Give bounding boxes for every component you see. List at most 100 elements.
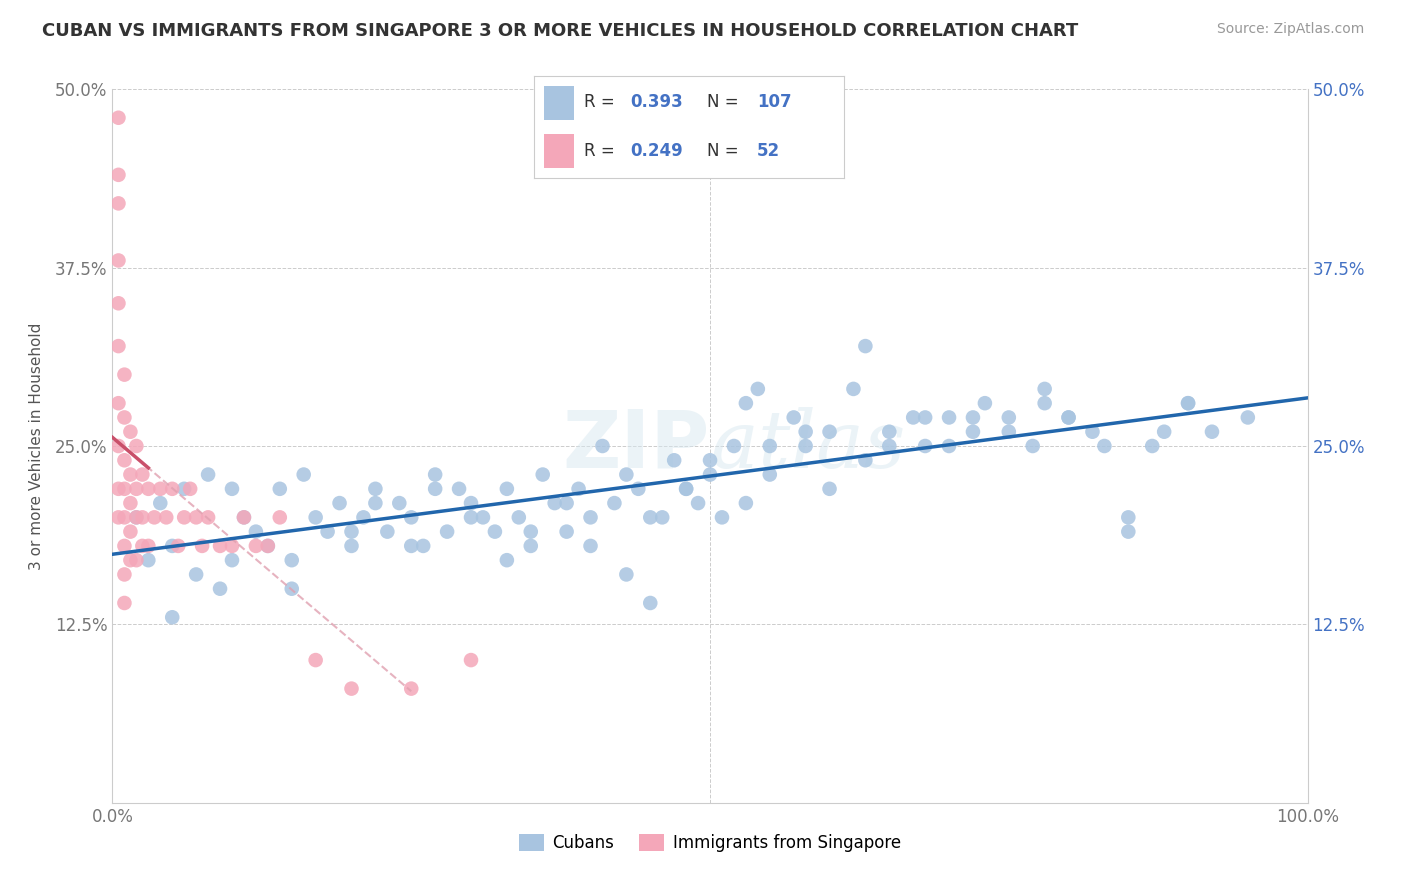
Point — [508, 510, 530, 524]
Point — [352, 510, 374, 524]
Point — [257, 539, 280, 553]
Point — [974, 396, 997, 410]
Point — [675, 482, 697, 496]
Text: N =: N = — [707, 94, 744, 112]
Point — [460, 510, 482, 524]
Point — [794, 439, 817, 453]
Point — [340, 539, 363, 553]
Point — [998, 410, 1021, 425]
Point — [1022, 439, 1045, 453]
Point — [460, 653, 482, 667]
Point — [245, 539, 267, 553]
Point — [125, 510, 148, 524]
Point — [484, 524, 506, 539]
Point — [1201, 425, 1223, 439]
Point — [938, 410, 960, 425]
Point — [579, 539, 602, 553]
Point — [735, 496, 758, 510]
Point — [221, 482, 243, 496]
Point — [520, 539, 543, 553]
Text: R =: R = — [583, 142, 620, 160]
Point — [131, 467, 153, 482]
Point — [879, 439, 901, 453]
Point — [401, 510, 423, 524]
Point — [114, 567, 135, 582]
Point — [496, 553, 519, 567]
Text: atlas: atlas — [710, 408, 905, 484]
Point — [388, 496, 411, 510]
Point — [879, 425, 901, 439]
Point — [305, 653, 328, 667]
Point — [364, 496, 387, 510]
Point — [1142, 439, 1164, 453]
Point — [855, 453, 877, 467]
Point — [1118, 524, 1140, 539]
Text: 52: 52 — [756, 142, 780, 160]
Point — [233, 510, 256, 524]
Point — [107, 111, 129, 125]
Point — [149, 482, 172, 496]
FancyBboxPatch shape — [544, 135, 575, 168]
Point — [155, 510, 177, 524]
Point — [138, 539, 160, 553]
Point — [138, 553, 160, 567]
Point — [257, 539, 280, 553]
Point — [107, 482, 129, 496]
Point — [675, 482, 697, 496]
Point — [269, 510, 291, 524]
Point — [711, 510, 734, 524]
Point — [120, 467, 142, 482]
Point — [592, 439, 614, 453]
Point — [531, 467, 554, 482]
Text: 107: 107 — [756, 94, 792, 112]
Point — [627, 482, 650, 496]
Point — [107, 439, 129, 453]
Point — [1057, 410, 1080, 425]
Point — [120, 425, 142, 439]
FancyBboxPatch shape — [544, 87, 575, 120]
Point — [998, 425, 1021, 439]
Point — [496, 482, 519, 496]
Point — [125, 510, 148, 524]
Point — [281, 553, 304, 567]
Y-axis label: 3 or more Vehicles in Household: 3 or more Vehicles in Household — [30, 322, 44, 570]
Point — [114, 410, 135, 425]
Point — [436, 524, 458, 539]
Text: 0.393: 0.393 — [630, 94, 683, 112]
Point — [759, 439, 782, 453]
Point — [131, 539, 153, 553]
Point — [162, 539, 183, 553]
Point — [269, 482, 291, 496]
Point — [1033, 396, 1056, 410]
Point — [114, 539, 135, 553]
Point — [818, 482, 841, 496]
Point — [412, 539, 434, 553]
Point — [197, 467, 219, 482]
Point — [107, 196, 129, 211]
Point — [340, 681, 363, 696]
Point — [114, 510, 135, 524]
Point — [179, 482, 201, 496]
Point — [162, 610, 183, 624]
Point — [759, 467, 782, 482]
Point — [1057, 410, 1080, 425]
Point — [107, 253, 129, 268]
Point — [962, 425, 984, 439]
Point — [191, 539, 214, 553]
Point — [364, 482, 387, 496]
Point — [114, 596, 135, 610]
Point — [114, 453, 135, 467]
Point — [640, 596, 662, 610]
Point — [914, 410, 936, 425]
Point — [1177, 396, 1199, 410]
Point — [651, 510, 673, 524]
Point — [114, 368, 135, 382]
Point — [131, 510, 153, 524]
Point — [603, 496, 626, 510]
Point — [1094, 439, 1116, 453]
Point — [162, 482, 183, 496]
Point — [107, 510, 129, 524]
Point — [340, 524, 363, 539]
Point — [209, 539, 232, 553]
Point — [640, 510, 662, 524]
